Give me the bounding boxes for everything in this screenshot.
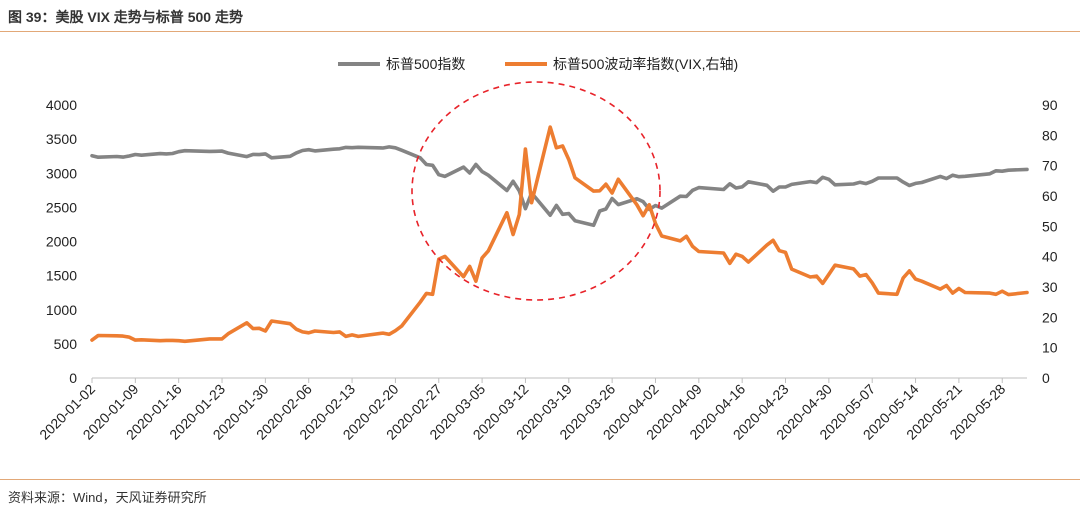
axes: 0 500 1000 1500 2000 2500 3000 3500 4000 0 10 20 30 4…	[36, 97, 1058, 443]
series-line-sp500	[90, 145, 1029, 228]
y-right-tick-label: 10	[1042, 340, 1058, 356]
top-rule	[0, 31, 1080, 32]
y-right-tick-label: 30	[1042, 279, 1058, 295]
y-left-tick-label: 0	[69, 370, 77, 386]
y-left-tick-label: 4000	[46, 97, 77, 113]
series-line-vix	[90, 125, 1029, 344]
y-right-tick-label: 70	[1042, 158, 1058, 174]
figure-title: 图 39：美股 VIX 走势与标普 500 走势	[8, 9, 243, 25]
y-left-tick-label: 2500	[46, 199, 77, 215]
y-right-tick-label: 80	[1042, 127, 1058, 143]
legend-vix-label: 标普500波动率指数(VIX,右轴)	[553, 56, 738, 72]
y-right-tick-label: 0	[1042, 370, 1050, 386]
legend-sp500-label: 标普500指数	[386, 56, 465, 72]
y-left-tick-label: 3500	[46, 131, 77, 147]
y-right-tick-label: 90	[1042, 97, 1058, 113]
chart-svg: 标普500指数 标普500波动率指数(VIX,右轴) 0500100015002…	[36, 56, 1058, 443]
y-left-tick-label: 500	[54, 336, 78, 352]
source-note: 资料来源：Wind，天风证券研究所	[8, 490, 207, 505]
highlight-dashed-circle	[411, 81, 661, 301]
series-layer	[90, 125, 1029, 344]
y-left-tick-label: 1500	[46, 268, 77, 284]
y-left-tick-label: 1000	[46, 302, 77, 318]
y-right-tick-label: 50	[1042, 218, 1058, 234]
y-right-tick-label: 40	[1042, 249, 1058, 265]
y-right-tick-label: 20	[1042, 309, 1058, 325]
y-left-tick-label: 2000	[46, 234, 77, 250]
bottom-rule	[0, 479, 1080, 480]
y-left-tick-label: 3000	[46, 165, 77, 181]
y-right-tick-label: 60	[1042, 188, 1058, 204]
legend: 标普500指数 标普500波动率指数(VIX,右轴)	[338, 56, 738, 72]
